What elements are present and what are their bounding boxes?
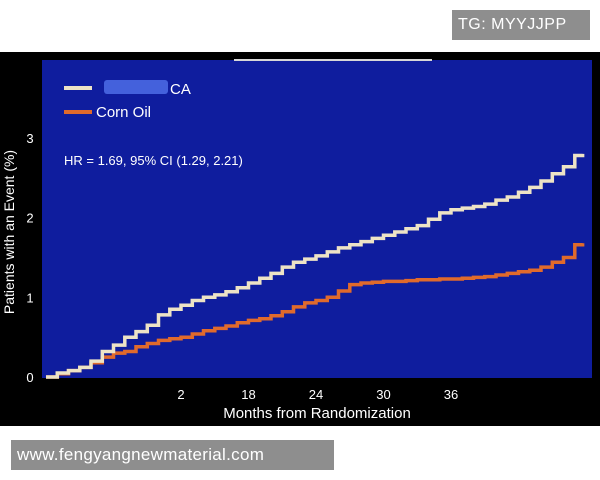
y-axis-label: Patients with an Event (%) [1,150,17,314]
x-tick-labels: 2 18 24 30 36 [177,387,458,402]
y-tick-label: 2 [26,211,33,226]
watermark-top: TG: MYYJJPP [452,10,590,40]
x-tick-label: 30 [376,387,390,402]
y-tick-label: 1 [26,290,33,305]
y-tick-label: 0 [26,370,33,385]
watermark-bottom: www.fengyangnewmaterial.com [11,440,334,470]
x-tick-label: 36 [444,387,458,402]
x-tick-label: 18 [241,387,255,402]
hazard-ratio-annotation: HR = 1.69, 95% CI (1.29, 2.21) [64,153,243,168]
legend-label-ca: CA [170,81,191,98]
y-tick-label: 3 [26,131,33,146]
legend-label-corn-oil: Corn Oil [96,104,151,121]
legend: CA Corn Oil [64,80,191,121]
plot-area [42,60,592,378]
series-line-corn-oil [46,243,585,379]
chart-slide: 0 1 2 3 2 18 24 30 36 CA Corn Oil HR = 1.69, 95… [0,52,600,426]
x-tick-label: 24 [309,387,323,402]
series-line-ca [46,153,585,379]
redaction-blur [104,80,168,94]
y-tick-labels: 0 1 2 3 [26,131,33,385]
chart: 0 1 2 3 2 18 24 30 36 CA Corn Oil HR = 1.69, 95… [0,52,600,426]
x-tick-label: 2 [177,387,184,402]
series-lines [46,153,585,379]
x-axis-label: Months from Randomization [223,405,411,422]
